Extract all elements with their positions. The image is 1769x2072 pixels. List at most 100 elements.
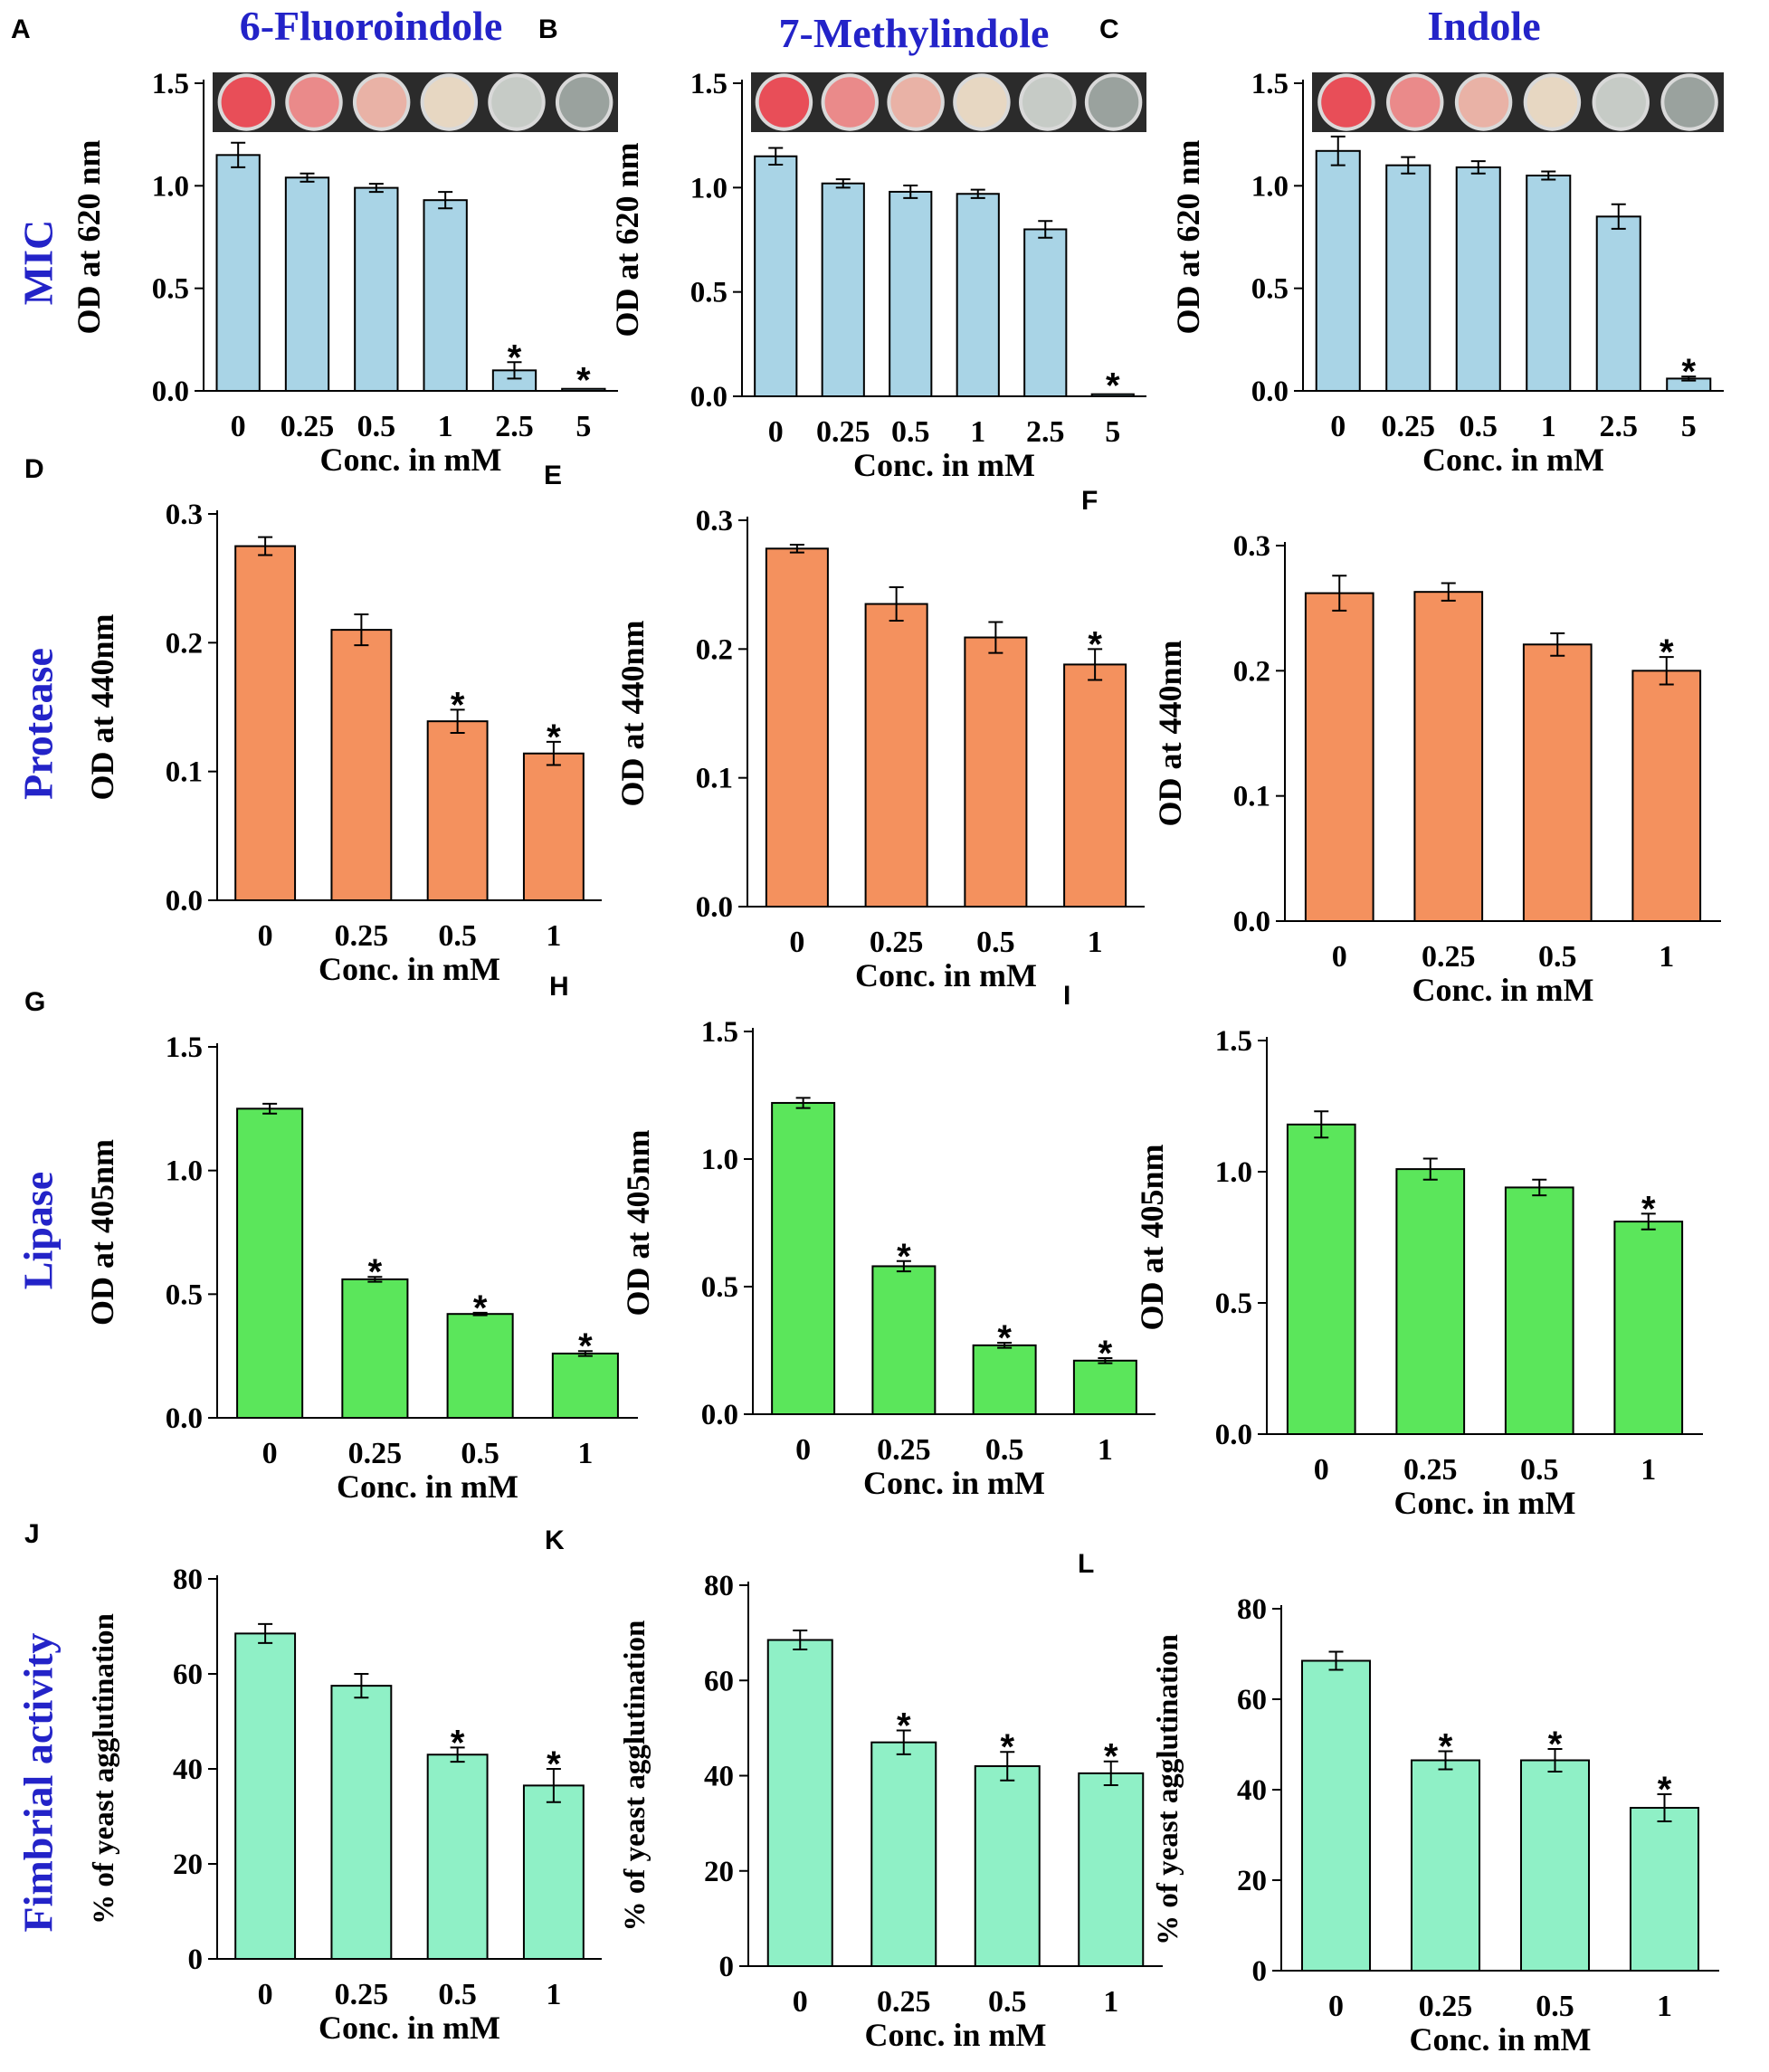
bar-d-2 <box>426 720 489 902</box>
bar-d-3 <box>522 752 585 901</box>
panel-letter-c: C <box>1099 14 1119 44</box>
bar-c-2 <box>1455 166 1501 392</box>
chart-panel-f: F 0.0 0.1 0.2 0.3 OD at 440nm 0 0.25 0.5 * 1 Conc. … <box>1081 486 1721 1008</box>
x-tick-label-i-1: 0.25 <box>1403 1453 1458 1487</box>
x-tick-label-f-3: 1 <box>1659 940 1674 974</box>
bar-l-3 <box>1629 1807 1700 1972</box>
y-tick-label-l: 60 <box>1237 1684 1267 1716</box>
x-tick-label-d-3: 1 <box>546 919 561 953</box>
x-tick-label-h-1: 0.25 <box>877 1433 931 1467</box>
x-tick-label-a-5: 5 <box>575 410 591 443</box>
well-culture <box>956 77 1007 128</box>
y-tick-label-a: 0.5 <box>152 273 189 306</box>
y-tick-label-f: 0.2 <box>1233 655 1270 688</box>
x-tick-label-c-5: 5 <box>1681 410 1697 443</box>
bar-g-0 <box>236 1107 304 1420</box>
bar-j-3 <box>522 1784 585 1960</box>
y-tick-label-i: 1.5 <box>1215 1025 1252 1058</box>
x-tick-label-d-0: 0 <box>258 919 273 953</box>
x-tick-label-b-4: 2.5 <box>1026 415 1065 449</box>
panel-letter-a: A <box>11 14 31 44</box>
significance-star-l-2: * <box>1548 1725 1563 1764</box>
well-culture <box>289 77 339 128</box>
bar-d-0 <box>234 545 297 901</box>
y-tick-label-e: 0.3 <box>696 505 733 537</box>
bar-a-1 <box>284 176 330 392</box>
x-tick-label-g-0: 0 <box>262 1437 278 1470</box>
bar-a-3 <box>423 199 468 392</box>
chart-panel-i: I 0.0 0.5 1.0 1.5 OD at 405nm 0 0.25 0.5 * 1 Conc. … <box>1063 981 1703 1521</box>
x-tick-label-k-1: 0.25 <box>877 1985 931 2019</box>
bar-a-5 <box>561 387 606 393</box>
significance-star-a-5: * <box>576 361 591 401</box>
x-tick-label-b-3: 1 <box>970 415 985 449</box>
x-tick-label-e-2: 0.5 <box>976 926 1015 959</box>
y-axis-label-i: OD at 405nm <box>1134 1144 1170 1330</box>
bar-g-3 <box>551 1352 619 1420</box>
y-tick-label-h: 0.0 <box>701 1399 738 1431</box>
chart-panel-e: E 0.0 0.1 0.2 0.3 OD at 440nm 0 0.25 0.5 * 1 Conc. … <box>544 461 1145 993</box>
y-tick-label-d: 0.3 <box>166 499 203 531</box>
bar-g-2 <box>446 1313 514 1419</box>
bar-b-3 <box>956 193 1000 397</box>
bar-h-0 <box>771 1101 836 1415</box>
panel-letter-e: E <box>544 461 562 490</box>
well-culture <box>1458 77 1509 128</box>
chart-panel-k: K 0 20 40 60 80 % of yeast agglutination 0 * 0.25… <box>545 1525 1163 2053</box>
x-tick-label-b-0: 0 <box>768 415 784 449</box>
significance-star-b-5: * <box>1106 366 1120 406</box>
x-tick-label-c-4: 2.5 <box>1600 410 1639 443</box>
column-title-indole: Indole <box>1427 3 1541 49</box>
x-tick-label-i-0: 0 <box>1314 1453 1329 1487</box>
x-tick-label-j-1: 0.25 <box>335 1978 389 2011</box>
y-tick-label-g: 1.0 <box>166 1155 203 1188</box>
well-culture <box>1022 77 1073 128</box>
chart-panel-h: H 0.0 0.5 1.0 1.5 OD at 405nm 0 * 0.25 * 0.5 * 1 Conc… <box>549 972 1156 1501</box>
x-tick-label-j-2: 0.5 <box>438 1978 477 2011</box>
bar-l-0 <box>1300 1659 1372 1972</box>
y-tick-label-k: 80 <box>704 1570 734 1602</box>
panel-letter-k: K <box>545 1525 565 1555</box>
chart-panel-l: L 0 20 40 60 80 % of yeast agglutination 0 * 0.25… <box>1078 1549 1719 2058</box>
x-tick-label-b-1: 0.25 <box>816 415 870 449</box>
y-axis-label-g: OD at 405nm <box>84 1139 120 1326</box>
y-tick-label-g: 1.5 <box>166 1031 203 1064</box>
y-tick-label-g: 0.5 <box>166 1278 203 1311</box>
well-culture <box>824 77 875 128</box>
x-tick-label-a-1: 0.25 <box>281 410 335 443</box>
y-tick-label-b: 1.5 <box>690 68 728 100</box>
x-axis-label-a: Conc. in mM <box>320 442 502 478</box>
y-tick-label-k: 60 <box>704 1665 734 1697</box>
y-tick-label-i: 1.0 <box>1215 1156 1252 1189</box>
y-axis-label-b: OD at 620 nm <box>609 142 645 337</box>
bar-k-1 <box>870 1741 937 1967</box>
well-culture <box>558 77 610 128</box>
y-tick-label-j: 0 <box>188 1944 204 1976</box>
column-title-6-fluoroindole: 6-Fluoroindole <box>239 3 503 49</box>
y-tick-label-b: 1.0 <box>690 172 728 204</box>
y-tick-label-c: 1.0 <box>1251 170 1289 203</box>
wells-strip-a <box>213 72 618 132</box>
wells-strip-c <box>1312 72 1724 132</box>
y-tick-label-k: 40 <box>704 1761 734 1793</box>
x-tick-label-c-1: 0.25 <box>1382 410 1436 443</box>
x-tick-label-i-2: 0.5 <box>1520 1453 1559 1487</box>
y-axis-label-k: % of yeast agglutination <box>619 1621 651 1932</box>
well-culture <box>356 77 407 128</box>
x-tick-label-a-0: 0 <box>231 410 246 443</box>
significance-star-c-5: * <box>1681 352 1696 392</box>
bar-g-1 <box>341 1278 409 1420</box>
bar-b-1 <box>821 182 865 397</box>
well-culture <box>491 77 542 128</box>
x-tick-label-a-3: 1 <box>438 410 453 443</box>
well-culture <box>221 77 272 128</box>
significance-star-h-2: * <box>997 1318 1012 1358</box>
y-tick-label-j: 60 <box>173 1659 203 1691</box>
y-tick-label-c: 1.5 <box>1251 68 1289 100</box>
bar-c-3 <box>1526 175 1572 392</box>
y-tick-label-i: 0.5 <box>1215 1288 1252 1320</box>
y-tick-label-k: 0 <box>719 1951 735 1983</box>
significance-star-k-2: * <box>1000 1727 1014 1767</box>
panel-letter-b: B <box>538 14 558 44</box>
